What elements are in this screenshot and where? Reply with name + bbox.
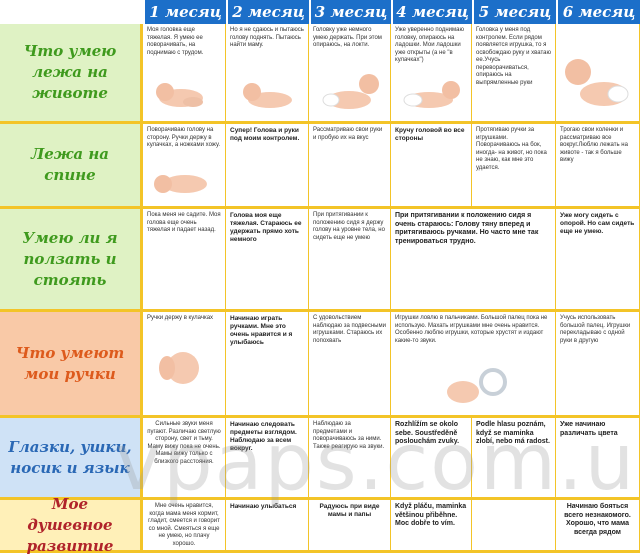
cell-senses-m3: Наблюдаю за предметами и поворачиваюсь з… <box>309 418 391 500</box>
cell-text: Уже могу сидеть с опорой. Но сам сидеть … <box>560 212 635 235</box>
cell-back-m5: Протягиваю ручки за игрушками. Поворачив… <box>472 124 556 209</box>
cell-tummy-m3: Головку уже немного умею держать. При эт… <box>309 24 391 124</box>
cell-senses-m2: Начинаю следовать предметы взглядом. Наб… <box>226 418 309 500</box>
cell-text: Учусь использовать большой палец. Игрушк… <box>560 315 631 344</box>
cell-tummy-m2: Но я не сдаюсь и пытаюсь голову поднять.… <box>226 24 309 124</box>
cell-text: Начинаю улыбаться <box>230 503 297 510</box>
cell-hands-m6: Учусь использовать большой палец. Игрушк… <box>556 312 640 418</box>
cell-text: Уже начинаю различать цвета <box>560 421 618 437</box>
cell-text: Сильные звуки меня пугают. Различаю свет… <box>147 421 221 465</box>
cell-text: Радуюсь при виде мамы и папы <box>319 503 380 518</box>
header-month-3: 3 месяц <box>309 0 391 24</box>
baby-propped-illustration <box>322 74 379 109</box>
cell-text: При притягивании к положению сидя я очен… <box>395 212 539 245</box>
cell-text: Протягиваю ручки за игрушками. Поворачив… <box>476 127 547 171</box>
cell-emotional-m5 <box>472 500 556 553</box>
row-label-emotional: Мое душевное развитие <box>0 495 143 555</box>
cell-text: Игрушки ловлю в пальчиками. Большой пале… <box>395 315 548 344</box>
cell-senses-m1: Сильные звуки меня пугают. Различаю свет… <box>143 418 226 500</box>
cell-hands-m1: Ручки держу в кулачках <box>143 312 226 418</box>
cell-crawl-m6: Уже могу сидеть с опорой. Но сам сидеть … <box>556 209 640 312</box>
cell-hands-m2: Начинаю играть ручками. Мне это очень нр… <box>226 312 309 418</box>
baby-lying-illustration <box>243 83 292 108</box>
cell-text: Rozhlížím se okolo sebe. Soustředěně pos… <box>395 421 460 445</box>
cell-text: Кручу головой во все стороны <box>395 127 465 142</box>
cell-emotional-m6: Начинаю бояться всего незнакомого. Хорош… <box>556 500 640 553</box>
cell-text: Když pláču, maminka většinou přiběhne. M… <box>395 503 467 527</box>
header-month-4: 4 месяц <box>391 0 472 24</box>
header-corner <box>0 0 143 24</box>
baby-lying-illustration <box>156 83 203 107</box>
cell-hands-m3: С удовольствием наблюдаю за подвесными и… <box>309 312 391 418</box>
header-month-6: 6 месяц <box>556 0 640 24</box>
cell-emotional-m2: Начинаю улыбаться <box>226 500 309 553</box>
cell-back-m2: Супер! Голова и руки под моим контролем. <box>226 124 309 209</box>
row-label-senses: Глазки, ушки, носик и язык <box>0 418 143 500</box>
cell-emotional-m4: Když pláču, maminka většinou přiběhne. M… <box>391 500 472 553</box>
cell-text: Трогаю свои коленки и рассматриваю все в… <box>560 127 628 163</box>
cell-back-m1: Поворачиваю голову на сторону. Ручки дер… <box>143 124 226 209</box>
cell-back-m3: Рассматриваю свои руки и пробую их на вк… <box>309 124 391 209</box>
cell-text: Начинаю бояться всего незнакомого. Хорош… <box>564 503 631 536</box>
row-label-back: Лежа на спине <box>0 124 143 209</box>
cell-text: Рассматриваю свои руки и пробую их на вк… <box>313 127 383 141</box>
cell-text: Podle hlasu poznám, když se maminka zlob… <box>476 421 550 445</box>
cell-emotional-m1: Мне очень нравится, когда мама меня корм… <box>143 500 226 553</box>
cell-tummy-m4: Уже уверенно поднимаю головку, опираюсь … <box>391 24 472 124</box>
row-label-crawl-stand: Умею ли я ползать и стоять <box>0 209 143 312</box>
cell-text: Моя головка еще тяжелая. Я умею ее повор… <box>147 27 204 56</box>
cell-tummy-m6 <box>556 24 640 124</box>
cell-text: Головку уже немного умею держать. При эт… <box>313 27 382 48</box>
baby-crawling-illustration <box>565 59 629 106</box>
cell-crawl-m2: Голова моя еще тяжелая. Стараюсь ее удер… <box>226 209 309 312</box>
cell-text: Наблюдаю за предметами и поворачиваюсь з… <box>313 421 385 450</box>
row-label-hands: Что умеют мои ручки <box>0 312 143 418</box>
cell-text: Головка у меня под контролем. Если рядом… <box>476 27 552 86</box>
cell-text: Пока меня не садите. Моя голова еще очен… <box>147 212 221 233</box>
cell-text: Мне очень нравится, когда мама меня корм… <box>148 503 220 547</box>
cell-text: Уже уверенно поднимаю головку, опираюсь … <box>395 27 464 63</box>
cell-hands-m4-m5: Игрушки ловлю в пальчиками. Большой пале… <box>391 312 556 418</box>
cell-crawl-m1: Пока меня не садите. Моя голова еще очен… <box>143 209 226 312</box>
cell-senses-m5: Podle hlasu poznám, když se maminka zlob… <box>472 418 556 500</box>
cell-text: Ручки держу в кулачках <box>147 315 214 321</box>
cell-text: Начинаю следовать предметы взглядом. Наб… <box>230 421 297 452</box>
hand-with-rattle-illustration <box>447 368 507 403</box>
baby-fist-illustration <box>159 352 199 384</box>
cell-text: Но я не сдаюсь и пытаюсь голову поднять.… <box>230 27 304 48</box>
cell-text: Супер! Голова и руки под моим контролем. <box>230 127 300 142</box>
cell-senses-m4: Rozhlížím se okolo sebe. Soustředěně pos… <box>391 418 472 500</box>
cell-text: При притягивании к положению сидя я держ… <box>313 212 385 241</box>
header-month-1: 1 месяц <box>143 0 226 24</box>
header-month-5: 5 месяц <box>472 0 556 24</box>
cell-crawl-m4-m5: При притягивании к положению сидя я очен… <box>391 209 556 312</box>
cell-text: Поворачиваю голову на сторону. Ручки дер… <box>147 127 221 148</box>
cell-back-m4: Кручу головой во все стороны <box>391 124 472 209</box>
cell-back-m6: Трогаю свои коленки и рассматриваю все в… <box>556 124 640 209</box>
cell-emotional-m3: Радуюсь при виде мамы и папы <box>309 500 391 553</box>
cell-tummy-m5: Головка у меня под контролем. Если рядом… <box>472 24 556 124</box>
header-month-2: 2 месяц <box>226 0 309 24</box>
cell-text: С удовольствием наблюдаю за подвесными и… <box>313 315 386 344</box>
cell-text: Начинаю играть ручками. Мне это очень нр… <box>230 315 293 346</box>
cell-senses-m6: Уже начинаю различать цвета <box>556 418 640 500</box>
baby-propped-illustration <box>403 81 460 108</box>
baby-on-back-illustration <box>154 175 207 193</box>
row-label-tummy: Что умею лежа на животе <box>0 24 143 124</box>
cell-text: Голова моя еще тяжелая. Стараюсь ее удер… <box>230 212 302 243</box>
cell-tummy-m1: Моя головка еще тяжелая. Я умею ее повор… <box>143 24 226 124</box>
cell-crawl-m3: При притягивании к положению сидя я держ… <box>309 209 391 312</box>
